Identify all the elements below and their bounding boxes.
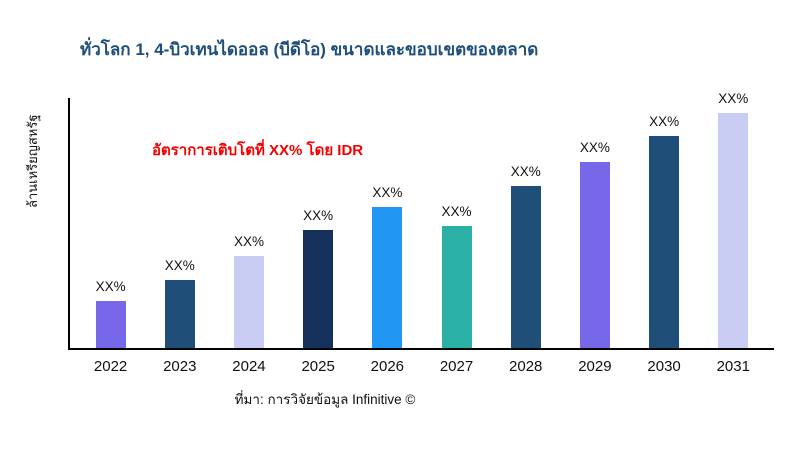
x-tick-label: 2024	[232, 358, 266, 375]
chart-title: ทั่วโลก 1, 4-บิวเทนไดออล (บีดีโอ) ขนาดแล…	[80, 40, 539, 59]
x-tick-label: 2022	[93, 358, 128, 375]
bar-group: XX% 2026	[357, 185, 417, 375]
x-tick-label: 2025	[301, 358, 335, 375]
bar	[579, 162, 610, 348]
bar-group: XX% 2024	[219, 234, 279, 375]
bar-value-label: XX%	[718, 91, 749, 106]
bar-group: XX% 2029	[565, 140, 625, 375]
x-tick-label: 2027	[439, 358, 474, 375]
bar-value-label: XX%	[233, 234, 264, 249]
x-tick-label: 2030	[647, 358, 681, 375]
bar-value-label: XX%	[95, 279, 126, 294]
bar	[649, 136, 680, 348]
x-tick-label: 2028	[509, 358, 543, 375]
bar-group: XX% 2028	[496, 164, 556, 375]
bar	[303, 230, 334, 348]
bar-value-label: XX%	[372, 185, 403, 200]
bar-chart-plot-area: อัตราการเติบโตที่ XX% โดย IDR XX% 2022 XX%…	[68, 91, 774, 375]
bar	[510, 186, 541, 348]
x-tick-label: 2029	[578, 358, 612, 375]
y-axis-label: ล้านเหรียญสหรัฐ	[25, 114, 40, 208]
bar-group: XX% 2023	[150, 258, 210, 375]
bar-group: XX% 2027	[427, 204, 487, 375]
bar	[718, 113, 749, 348]
bars: XX% 2022 XX% 2023 XX% 2024 XX% 2025 XX% 2026 XX% 20…	[70, 91, 774, 375]
bar-value-label: XX%	[303, 208, 334, 223]
x-tick-label: 2031	[716, 358, 750, 375]
bar	[164, 280, 195, 348]
bar-group: XX% 2025	[288, 208, 348, 375]
bar-group: XX% 2031	[703, 91, 763, 375]
growth-rate-annotation: อัตราการเติบโตที่ XX% โดย IDR	[152, 142, 364, 159]
bar	[95, 301, 126, 348]
bar-value-label: XX%	[441, 204, 472, 219]
bar-value-label: XX%	[510, 164, 541, 179]
bar	[441, 226, 472, 348]
bar-value-label: XX%	[579, 140, 610, 155]
source-caption: ที่มา: การวิจัยข้อมูล Infinitive ©	[234, 392, 416, 407]
x-tick-label: 2026	[370, 358, 405, 375]
x-tick-label: 2023	[163, 358, 197, 375]
bar-value-label: XX%	[649, 114, 680, 129]
bar-group: XX% 2030	[634, 114, 694, 375]
bar-value-label: XX%	[164, 258, 195, 273]
bar	[233, 256, 264, 348]
bar	[372, 207, 403, 348]
bar-group: XX% 2022	[81, 279, 141, 375]
